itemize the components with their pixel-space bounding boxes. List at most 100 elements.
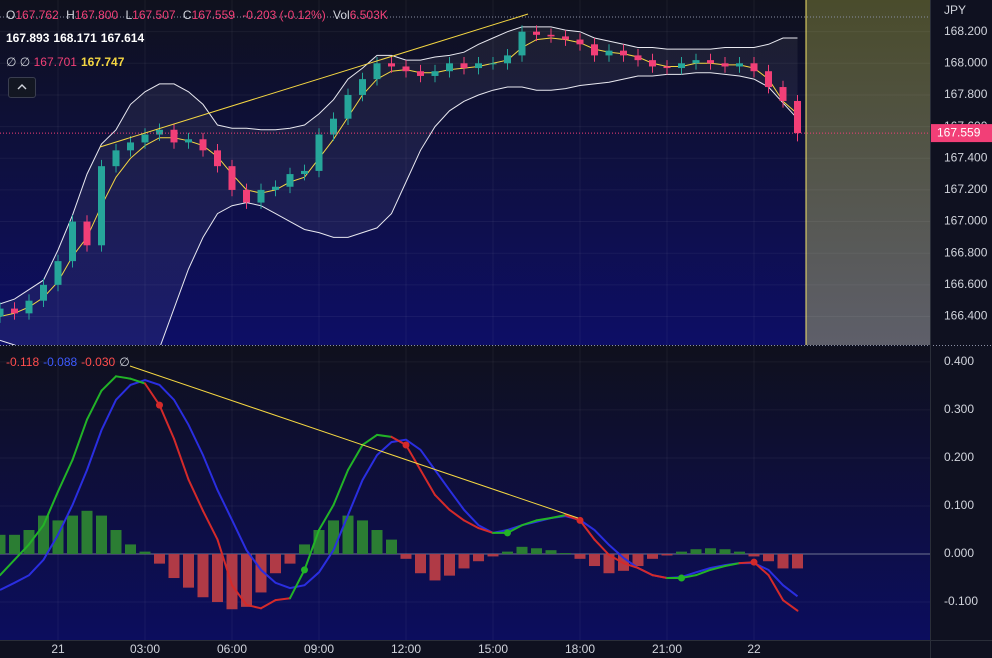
cross-dot bbox=[576, 516, 584, 524]
macd-segment bbox=[477, 527, 494, 534]
histogram-bar bbox=[603, 554, 615, 574]
macd-segment bbox=[274, 597, 291, 602]
histogram-bar bbox=[52, 520, 64, 555]
histogram-bar bbox=[473, 554, 484, 562]
bb-upper bbox=[0, 26, 798, 305]
macd-segment bbox=[57, 458, 74, 493]
macd-segment bbox=[13, 543, 30, 561]
candle-body bbox=[98, 166, 105, 246]
macd-segment bbox=[260, 599, 277, 610]
candle-body bbox=[591, 44, 598, 56]
histogram-bar bbox=[197, 554, 209, 598]
macd-segment bbox=[245, 603, 262, 610]
histogram-bar bbox=[168, 554, 180, 579]
candle-body bbox=[141, 134, 149, 143]
histogram-bar bbox=[705, 548, 716, 555]
macd-value: -0.118 bbox=[6, 355, 40, 369]
candle-body bbox=[446, 63, 453, 72]
y-tick-label: 166.400 bbox=[944, 309, 988, 323]
candle-body bbox=[605, 50, 613, 56]
x-tick-label: 21 bbox=[51, 642, 65, 656]
histogram-bar bbox=[444, 554, 455, 576]
histogram-bar bbox=[154, 554, 165, 564]
macd-empty: ∅ bbox=[119, 355, 130, 369]
ma-value: 167.747 bbox=[80, 55, 125, 69]
candle-body bbox=[40, 284, 47, 301]
histogram-bar bbox=[589, 554, 600, 567]
y-tick-label: 168.200 bbox=[944, 24, 988, 38]
histogram-bar bbox=[0, 534, 6, 555]
x-tick-label: 22 bbox=[747, 642, 761, 656]
y-tick-label: 0.400 bbox=[944, 354, 974, 368]
candle-body bbox=[170, 129, 178, 143]
histogram-bar bbox=[502, 551, 513, 555]
legend-key: O bbox=[6, 8, 16, 22]
collapse-button[interactable] bbox=[8, 77, 36, 98]
macd-segment bbox=[434, 493, 451, 511]
macd-segment bbox=[187, 478, 204, 512]
macd-segment bbox=[115, 375, 132, 380]
legend-value: 167.762 bbox=[15, 8, 59, 22]
macd-segment bbox=[463, 519, 480, 530]
histogram-bar bbox=[792, 554, 803, 569]
histogram-bar bbox=[661, 554, 673, 556]
histogram-bar bbox=[574, 554, 586, 559]
macd-segment bbox=[202, 509, 219, 541]
candle-body bbox=[83, 221, 91, 246]
candle-body bbox=[127, 142, 134, 151]
histogram-bar bbox=[400, 554, 412, 559]
last-price-label: 167.559 bbox=[937, 125, 981, 139]
bb-value: 167.614 bbox=[100, 31, 145, 45]
candle-body bbox=[576, 39, 584, 45]
macd-segment bbox=[724, 562, 741, 568]
candle-body bbox=[489, 63, 497, 65]
legend-key: C bbox=[182, 8, 192, 22]
price-plot bbox=[0, 25, 930, 345]
macd-segment bbox=[448, 508, 465, 522]
legend-volume: 6.503K bbox=[349, 8, 388, 22]
candle-body bbox=[185, 139, 192, 143]
macd-segment bbox=[550, 514, 567, 519]
candle-body bbox=[373, 63, 381, 80]
candle-body bbox=[721, 63, 729, 67]
macd-segment bbox=[709, 565, 726, 571]
y-tick-label: 0.100 bbox=[944, 498, 974, 512]
candle-body bbox=[388, 63, 395, 67]
candle-body bbox=[344, 94, 352, 119]
candle-body bbox=[707, 60, 714, 64]
candle-body bbox=[214, 150, 221, 167]
price-panel bbox=[0, 0, 930, 345]
cross-dot bbox=[750, 558, 758, 566]
histogram-bar bbox=[690, 549, 702, 555]
macd-segment bbox=[303, 529, 320, 571]
histogram-bar bbox=[415, 554, 426, 574]
macd-segment bbox=[289, 568, 306, 600]
candle-body bbox=[504, 55, 511, 64]
candle-body bbox=[678, 63, 685, 69]
candle-body bbox=[272, 186, 279, 190]
macd-segment bbox=[42, 490, 59, 527]
candle-body bbox=[286, 174, 294, 187]
histogram-bar bbox=[516, 546, 528, 555]
y-tick-label: 167.000 bbox=[944, 214, 988, 228]
candle-body bbox=[736, 63, 743, 67]
last-price-tag bbox=[931, 124, 992, 143]
legend-key: Vol bbox=[333, 8, 350, 22]
macd-segment bbox=[318, 504, 335, 532]
moving-average bbox=[0, 37, 798, 317]
histogram-bar bbox=[328, 520, 339, 555]
candle-body bbox=[11, 308, 18, 314]
candle-body bbox=[620, 50, 627, 56]
bb-value: 167.893 bbox=[6, 31, 50, 45]
macd-segment bbox=[651, 574, 668, 580]
macd-segment bbox=[173, 437, 190, 481]
macd-segment bbox=[158, 404, 175, 440]
macd-segment bbox=[593, 538, 610, 556]
macd-segment bbox=[535, 516, 552, 522]
histogram-bar bbox=[38, 515, 49, 555]
histogram-bar bbox=[139, 551, 151, 555]
histogram-bar bbox=[676, 551, 687, 555]
candle-body bbox=[750, 63, 758, 72]
candle-body bbox=[402, 66, 410, 72]
